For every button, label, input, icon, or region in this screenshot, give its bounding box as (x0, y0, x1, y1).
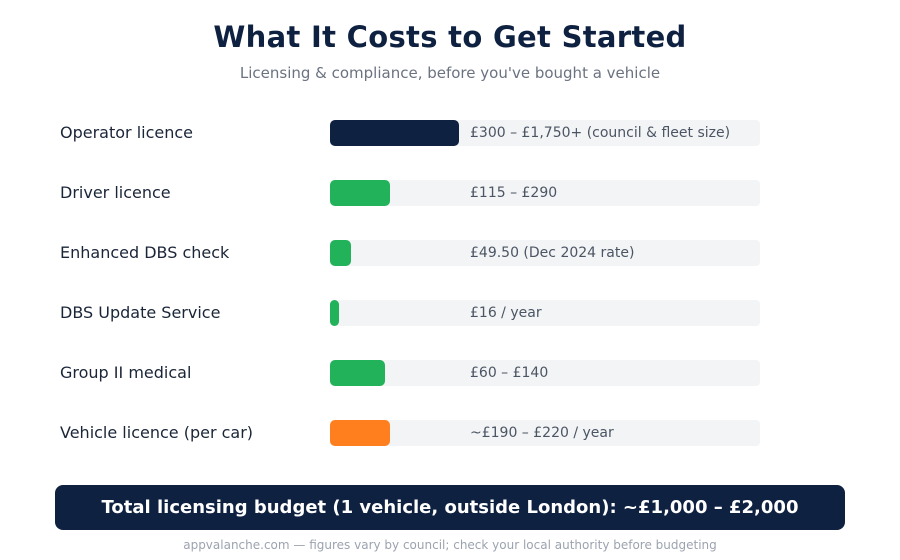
chart-subtitle: Licensing & compliance, before you've bo… (239, 64, 661, 82)
bar-row: Enhanced DBS check £49.50 (Dec 2024 rate) (0, 240, 900, 266)
bar-row: Group II medical £60 – £140 (0, 360, 900, 386)
bar-value-label: £60 – £140 (470, 365, 549, 381)
bar-row: Driver licence £115 – £290 (0, 180, 900, 206)
bar-category-label: Driver licence (60, 183, 171, 202)
bar-category-label: Group II medical (60, 363, 192, 382)
chart-title: What It Costs to Get Started (213, 20, 687, 54)
bar-category-label: Enhanced DBS check (60, 243, 230, 262)
bar-row: Operator licence £300 – £1,750+ (council … (0, 120, 900, 146)
bar-value-label: £49.50 (Dec 2024 rate) (470, 245, 635, 261)
total-budget-banner: Total licensing budget (1 vehicle, outsi… (55, 485, 845, 530)
bar-track (330, 360, 760, 386)
bar-category-label: Operator licence (60, 123, 194, 142)
bar-track (330, 240, 760, 266)
bar-row: DBS Update Service £16 / year (0, 300, 900, 326)
bar-fill (330, 360, 385, 386)
bar-track (330, 420, 760, 446)
bar-value-label: £16 / year (470, 305, 542, 321)
bar-value-label: £115 – £290 (470, 185, 558, 201)
bar-fill (330, 180, 390, 206)
bar-row: Vehicle licence (per car) ~£190 – £220 / … (0, 420, 900, 446)
bar-fill (330, 420, 390, 446)
bar-fill (330, 300, 339, 326)
bar-track (330, 180, 760, 206)
bar-value-label: £300 – £1,750+ (council & fleet size) (470, 125, 731, 141)
total-budget-text: Total licensing budget (1 vehicle, outsi… (101, 497, 799, 518)
bar-fill (330, 120, 459, 146)
bar-value-label: ~£190 – £220 / year (470, 425, 614, 441)
bar-track (330, 300, 760, 326)
bar-category-label: DBS Update Service (60, 303, 221, 322)
footer-note: appvalanche.com — figures vary by counci… (183, 538, 717, 552)
bar-fill (330, 240, 351, 266)
bar-category-label: Vehicle licence (per car) (60, 423, 254, 442)
